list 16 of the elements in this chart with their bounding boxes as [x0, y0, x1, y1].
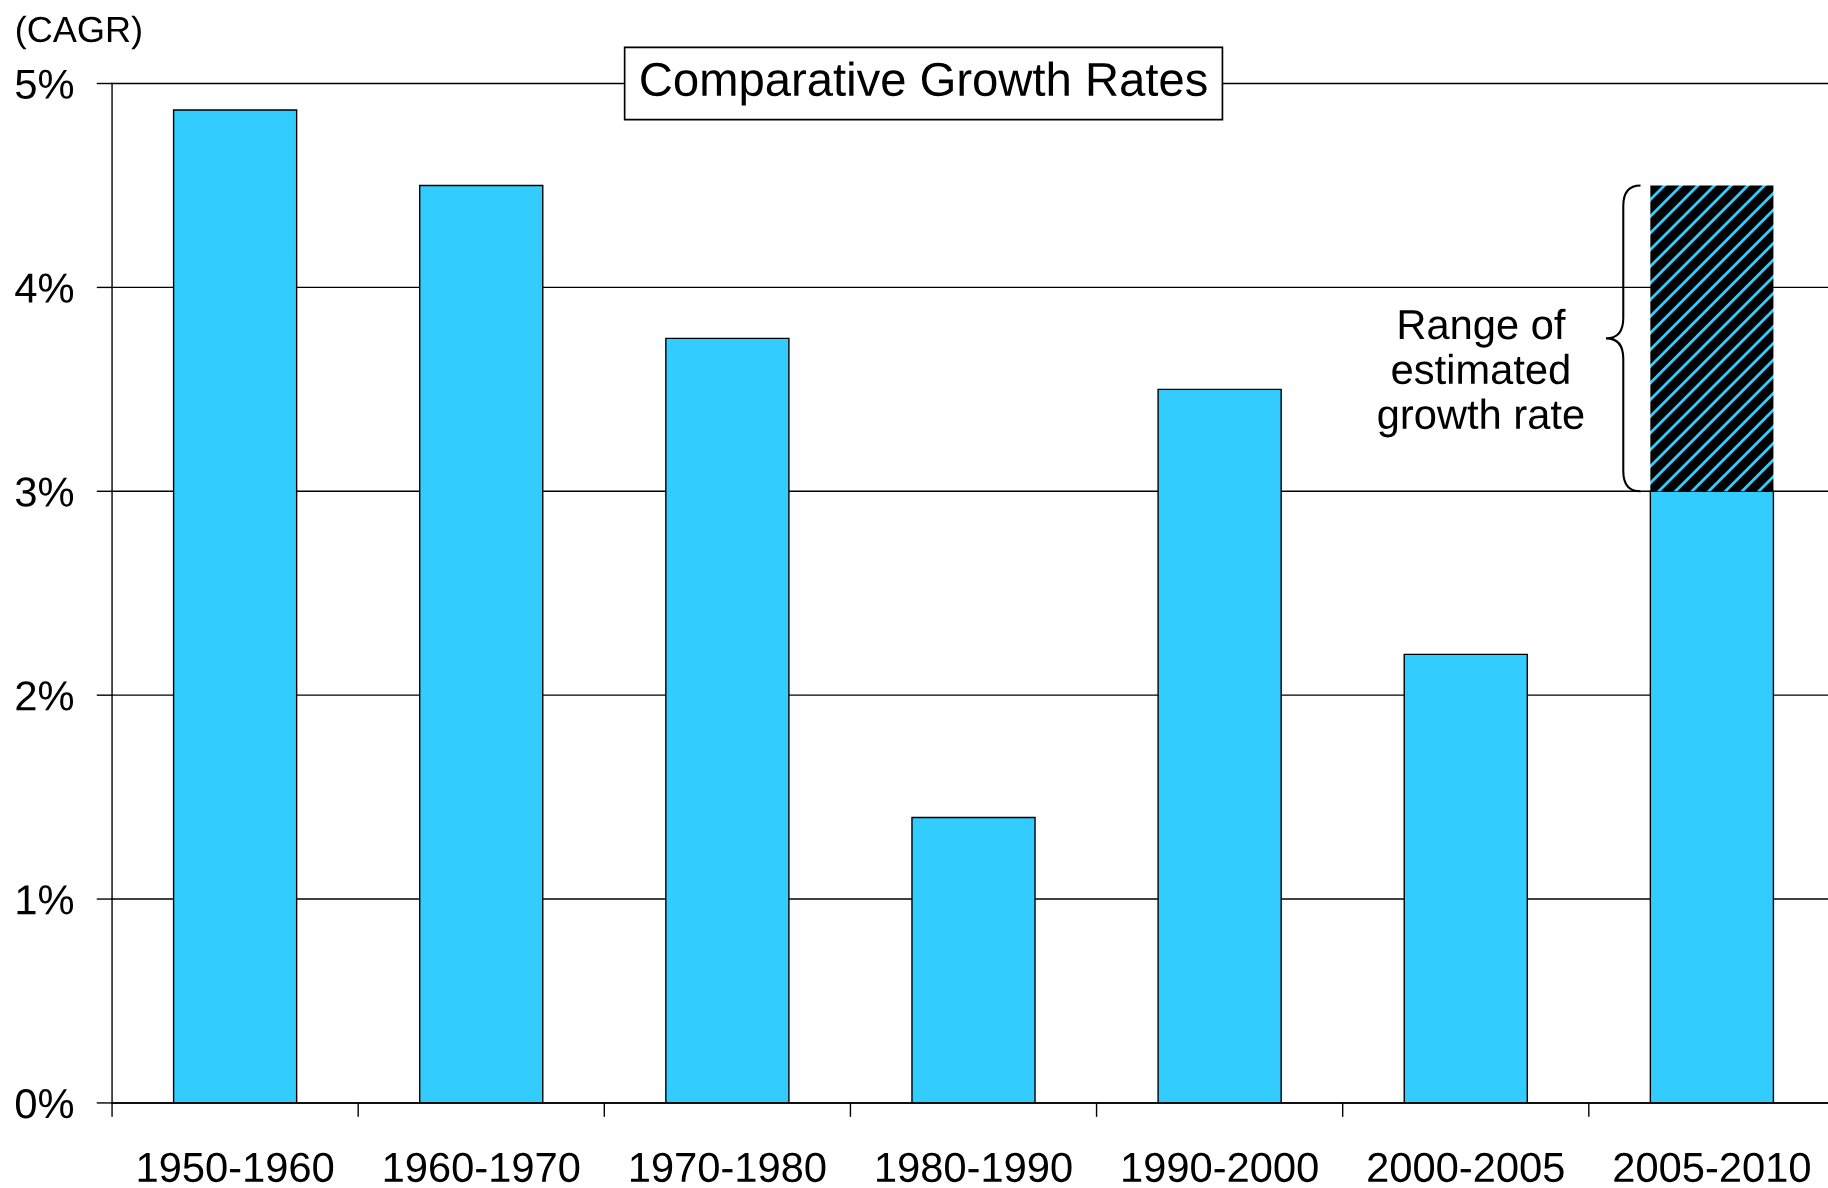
y-tick-label: 0% — [15, 1088, 74, 1119]
x-tick-label: 1960-1970 — [384, 1152, 580, 1183]
x-tick-label: 1980-1990 — [877, 1152, 1072, 1183]
x-tick-label: 1990-2000 — [1123, 1152, 1318, 1183]
x-tick-label: 1970-1980 — [630, 1152, 826, 1183]
x-tick-label: 2005-2010 — [1614, 1152, 1810, 1183]
chart-title: Comparative Growth Rates — [641, 61, 1207, 106]
y-tick-label: 2% — [16, 681, 74, 711]
y-tick-label: 5% — [16, 69, 74, 100]
y-tick-label: 3% — [15, 477, 74, 507]
x-tick-label: 2000-2005 — [1368, 1152, 1564, 1183]
y-tick-label: 1% — [17, 885, 74, 915]
y-tick-label: 4% — [15, 273, 74, 303]
x-tick-label: 1950-1960 — [138, 1152, 334, 1183]
annotation: Range of estimated growth rate — [1378, 308, 1584, 438]
y-axis-title: (CAGR) — [16, 15, 141, 50]
